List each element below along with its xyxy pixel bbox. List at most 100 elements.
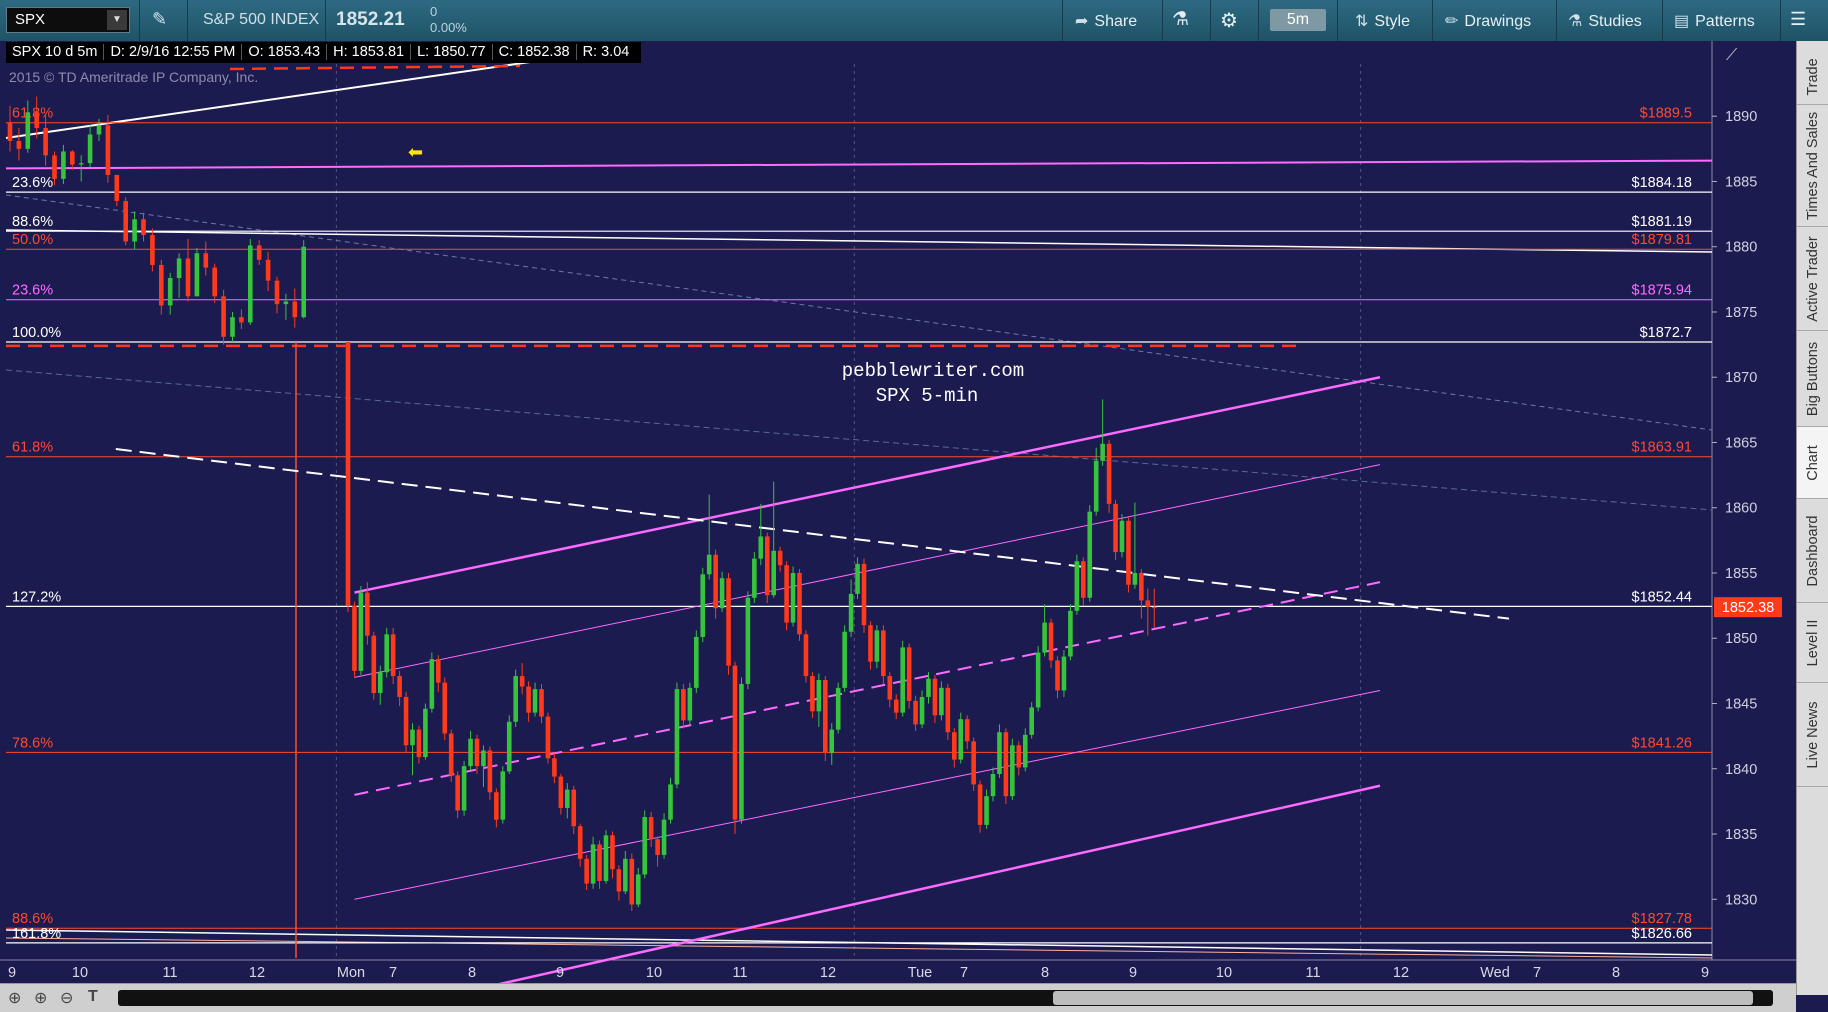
candle-body <box>629 858 635 905</box>
crosshair-icon[interactable]: ⊕ <box>8 990 22 1007</box>
scrollbar-thumb[interactable] <box>1053 991 1753 1005</box>
candle-body <box>590 844 596 884</box>
channel-lower-line <box>498 784 1381 983</box>
toolbar-divider <box>1662 0 1663 41</box>
toolbar-divider <box>1432 0 1433 41</box>
tab-trade[interactable]: Trade <box>1797 49 1828 105</box>
y-tick-label: 1860 <box>1725 501 1757 517</box>
tab-level-ii[interactable]: Level II <box>1797 603 1828 683</box>
candle-body <box>984 796 989 825</box>
candle-body <box>823 680 828 754</box>
settings-button[interactable]: ⚙ <box>1220 8 1238 33</box>
candle-body <box>1126 520 1131 585</box>
studies-button[interactable]: ⚗ Studies <box>1568 11 1642 31</box>
candle-body <box>887 676 893 700</box>
toolbar-divider <box>1337 0 1338 41</box>
text-tool-icon[interactable]: T <box>88 988 98 1005</box>
menu-button[interactable]: ☰ <box>1790 9 1806 30</box>
tab-active-trader[interactable]: Active Trader <box>1797 227 1828 331</box>
candle-body <box>771 550 776 596</box>
chart-scrollbar[interactable] <box>118 990 1773 1006</box>
rising-trendline <box>5 61 531 139</box>
x-tick-label: 8 <box>1041 965 1049 981</box>
candle-body <box>461 766 467 811</box>
drawings-button[interactable]: ✏ Drawings <box>1445 11 1531 31</box>
candle-body <box>96 125 102 135</box>
candle-body <box>43 127 48 156</box>
symbol-input[interactable]: SPX ▼ <box>6 7 130 33</box>
falling-white-line <box>5 229 1713 253</box>
fib-level-percent: 88.6% <box>12 214 53 230</box>
fib-level-price: $1841.26 <box>1632 735 1692 751</box>
candle-body <box>1016 745 1022 768</box>
x-tick-label: 10 <box>1216 965 1232 981</box>
y-tick-label: 1850 <box>1725 631 1757 647</box>
candle-body <box>739 683 744 820</box>
candle-body <box>371 635 377 694</box>
candle-body <box>1074 561 1080 611</box>
tab-big-buttons[interactable]: Big Buttons <box>1797 331 1828 427</box>
channel-upper-line <box>354 376 1381 594</box>
candle-body <box>494 792 499 820</box>
candle-body <box>1151 606 1157 609</box>
plot-background <box>0 41 1796 983</box>
bottom-toolbar: ⊕ ⊕ ⊖ T <box>0 983 1796 1012</box>
fib-level-percent: 88.6% <box>12 911 53 927</box>
tab-chart[interactable]: Chart <box>1797 427 1828 499</box>
candle-body <box>455 775 460 811</box>
zoom-in-icon[interactable]: ⊕ <box>34 990 48 1007</box>
pencil-icon[interactable]: ✎ <box>152 9 168 29</box>
x-tick-label: Tue <box>908 965 932 981</box>
candle-body <box>829 729 835 754</box>
candle-body <box>212 267 217 297</box>
toolbar-divider <box>1210 0 1211 41</box>
candle-body <box>358 592 364 671</box>
x-tick-label: 7 <box>960 965 968 981</box>
flask-button[interactable]: ⚗ <box>1172 8 1189 31</box>
candle-body <box>674 689 680 785</box>
fib-level-price: $1872.7 <box>1640 325 1692 341</box>
share-button[interactable]: ➦ Share <box>1075 11 1137 31</box>
candle-body <box>61 151 66 179</box>
tab-dashboard[interactable]: Dashboard <box>1797 499 1828 603</box>
tab-live-news[interactable]: Live News <box>1797 683 1828 787</box>
last-price: 1852.21 <box>336 9 405 30</box>
candle-body <box>442 682 448 734</box>
fib-level-percent: 127.2% <box>12 589 61 605</box>
candle-body <box>726 578 731 666</box>
candle-body <box>500 771 506 820</box>
fib-level-percent: 61.8% <box>12 440 53 456</box>
timeframe-selector[interactable]: 5m <box>1270 9 1326 31</box>
tab-label: Big Buttons <box>1805 341 1821 416</box>
candle-body <box>532 689 538 713</box>
zoom-out-icon[interactable]: ⊖ <box>60 990 74 1007</box>
chevron-down-icon[interactable]: ▼ <box>107 10 127 30</box>
beaker-icon: ⚗ <box>1568 13 1583 30</box>
x-tick-label: 12 <box>820 965 836 981</box>
fib-level-percent: 78.6% <box>12 735 53 751</box>
price-chart[interactable]: 2015 © TD Ameritrade IP Company, Inc. $18… <box>0 0 1796 983</box>
candle-body <box>681 689 686 721</box>
candle-body <box>167 278 173 306</box>
bar-range: R: 3.04 <box>582 44 630 60</box>
style-button[interactable]: ⇅ Style <box>1355 11 1410 31</box>
candle-body <box>1022 734 1028 768</box>
candle-body <box>1132 572 1138 585</box>
candle-body <box>256 245 262 260</box>
candle-body <box>519 676 525 687</box>
candle-body <box>868 625 873 662</box>
candle-body <box>34 112 39 128</box>
candle-body <box>230 317 235 337</box>
falling-thin-line <box>5 194 1713 431</box>
patterns-button[interactable]: ▤ Patterns <box>1674 11 1755 31</box>
fib-level-percent: 23.6% <box>12 175 53 191</box>
tab-times-and-sales[interactable]: Times And Sales <box>1797 105 1828 227</box>
candle-body <box>70 151 75 165</box>
current-price-label: 1852.38 <box>1722 600 1774 616</box>
candle-body <box>384 634 389 673</box>
style-label: Style <box>1374 13 1410 30</box>
x-tick-label: 9 <box>8 965 16 981</box>
candle-body <box>1068 610 1073 657</box>
patterns-label: Patterns <box>1695 13 1755 30</box>
x-tick-label: 8 <box>468 965 476 981</box>
